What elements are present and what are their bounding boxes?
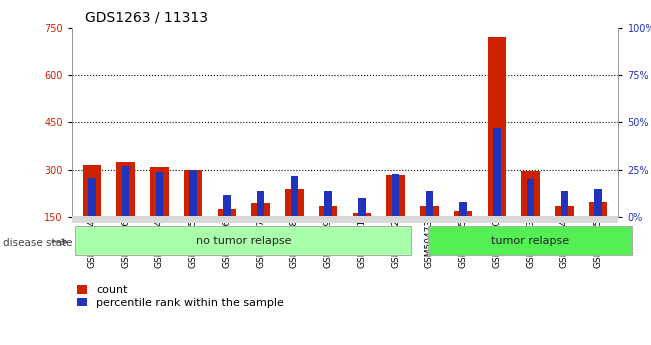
Bar — [75, 226, 411, 255]
Bar — [589, 201, 607, 217]
Bar — [150, 167, 169, 217]
Bar — [358, 198, 366, 217]
Bar — [223, 195, 230, 217]
Bar — [426, 191, 433, 217]
Bar — [83, 165, 101, 217]
Bar — [251, 203, 270, 217]
Text: tumor relapse: tumor relapse — [491, 236, 569, 246]
Bar — [460, 202, 467, 217]
Bar — [324, 191, 332, 217]
Bar — [217, 209, 236, 217]
Bar — [488, 37, 506, 217]
Bar — [454, 211, 473, 217]
Text: no tumor relapse: no tumor relapse — [196, 236, 292, 246]
Bar — [88, 177, 96, 217]
Legend: count, percentile rank within the sample: count, percentile rank within the sample — [77, 285, 284, 308]
Text: GDS1263 / 11313: GDS1263 / 11313 — [85, 10, 208, 24]
Bar — [420, 206, 439, 217]
Bar — [285, 189, 303, 217]
Bar — [257, 191, 264, 217]
Bar — [189, 170, 197, 217]
Bar — [493, 128, 501, 217]
Text: disease state: disease state — [3, 238, 73, 248]
Bar — [122, 166, 130, 217]
Bar — [319, 206, 337, 217]
Bar — [561, 191, 568, 217]
Bar — [428, 226, 632, 255]
Bar — [521, 171, 540, 217]
Bar — [291, 176, 298, 217]
Bar — [353, 213, 371, 217]
Bar — [387, 175, 405, 217]
Bar — [156, 172, 163, 217]
Bar — [527, 179, 534, 217]
Bar — [555, 206, 574, 217]
Bar — [184, 170, 202, 217]
Bar — [117, 162, 135, 217]
Bar — [392, 174, 399, 217]
Bar — [594, 189, 602, 217]
